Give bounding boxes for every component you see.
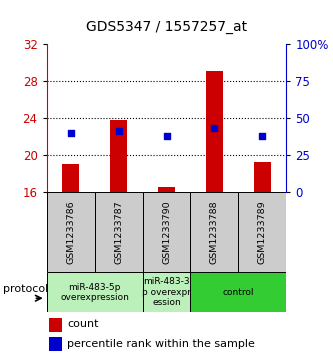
Bar (254, 162, 271, 192)
Text: GSM1233789: GSM1233789 (258, 200, 267, 264)
Bar (47, 192, 95, 272)
Bar (158, 187, 175, 192)
Text: GSM1233788: GSM1233788 (210, 200, 219, 264)
Bar (49, 338, 62, 351)
Text: miR-483-5p
overexpression: miR-483-5p overexpression (60, 282, 129, 302)
Bar (190, 272, 286, 312)
Text: miR-483-3
p overexpr
ession: miR-483-3 p overexpr ession (142, 277, 191, 307)
Text: GSM1233787: GSM1233787 (114, 200, 123, 264)
Bar (143, 272, 190, 312)
Point (164, 133, 169, 139)
Text: GSM1233786: GSM1233786 (66, 200, 75, 264)
Bar (238, 192, 286, 272)
Point (260, 133, 265, 139)
Bar (143, 192, 190, 272)
Bar (95, 192, 143, 272)
Text: protocol: protocol (3, 284, 49, 294)
Bar (190, 192, 238, 272)
Text: count: count (67, 319, 99, 329)
Text: percentile rank within the sample: percentile rank within the sample (67, 339, 255, 349)
Bar (206, 72, 223, 192)
Bar (47, 272, 143, 312)
Point (68, 130, 73, 136)
Text: control: control (223, 288, 254, 297)
Point (212, 126, 217, 131)
Text: GSM1233790: GSM1233790 (162, 200, 171, 264)
Bar (62, 164, 79, 192)
Bar (110, 120, 127, 192)
Bar (49, 318, 62, 332)
Point (116, 129, 121, 134)
Text: GDS5347 / 1557257_at: GDS5347 / 1557257_at (86, 20, 247, 34)
